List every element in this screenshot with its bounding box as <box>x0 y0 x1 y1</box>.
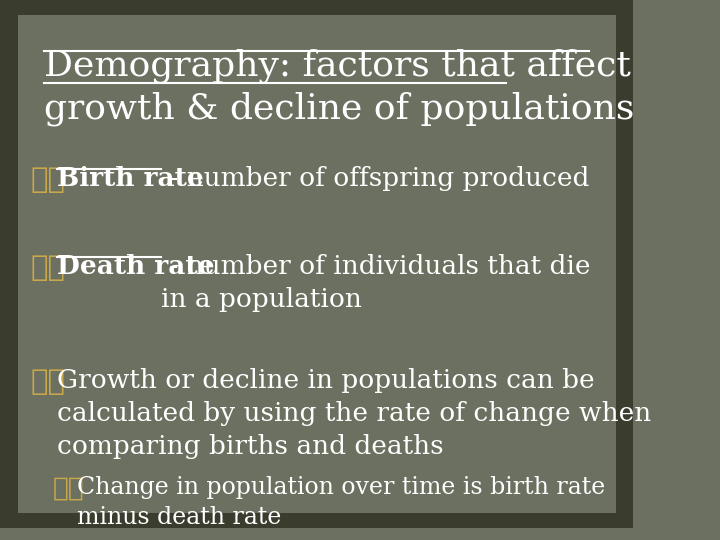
Text: Birth rate: Birth rate <box>57 166 204 191</box>
Text: - number of individuals that die
in a population: - number of individuals that die in a po… <box>161 254 590 312</box>
Text: Growth or decline in populations can be
calculated by using the rate of change w: Growth or decline in populations can be … <box>57 368 652 460</box>
Text: ༄༅: ༄༅ <box>31 166 66 194</box>
Text: ༄༅: ༄༅ <box>31 368 66 396</box>
Text: Demography: factors that affect
growth & decline of populations: Demography: factors that affect growth &… <box>44 49 634 126</box>
Text: ༄༅: ༄༅ <box>53 476 84 502</box>
Text: - number of offspring produced: - number of offspring produced <box>161 166 589 191</box>
Text: Death rate: Death rate <box>57 254 215 279</box>
Text: Change in population over time is birth rate
minus death rate: Change in population over time is birth … <box>78 476 606 529</box>
Text: ༄༅: ༄༅ <box>31 254 66 282</box>
